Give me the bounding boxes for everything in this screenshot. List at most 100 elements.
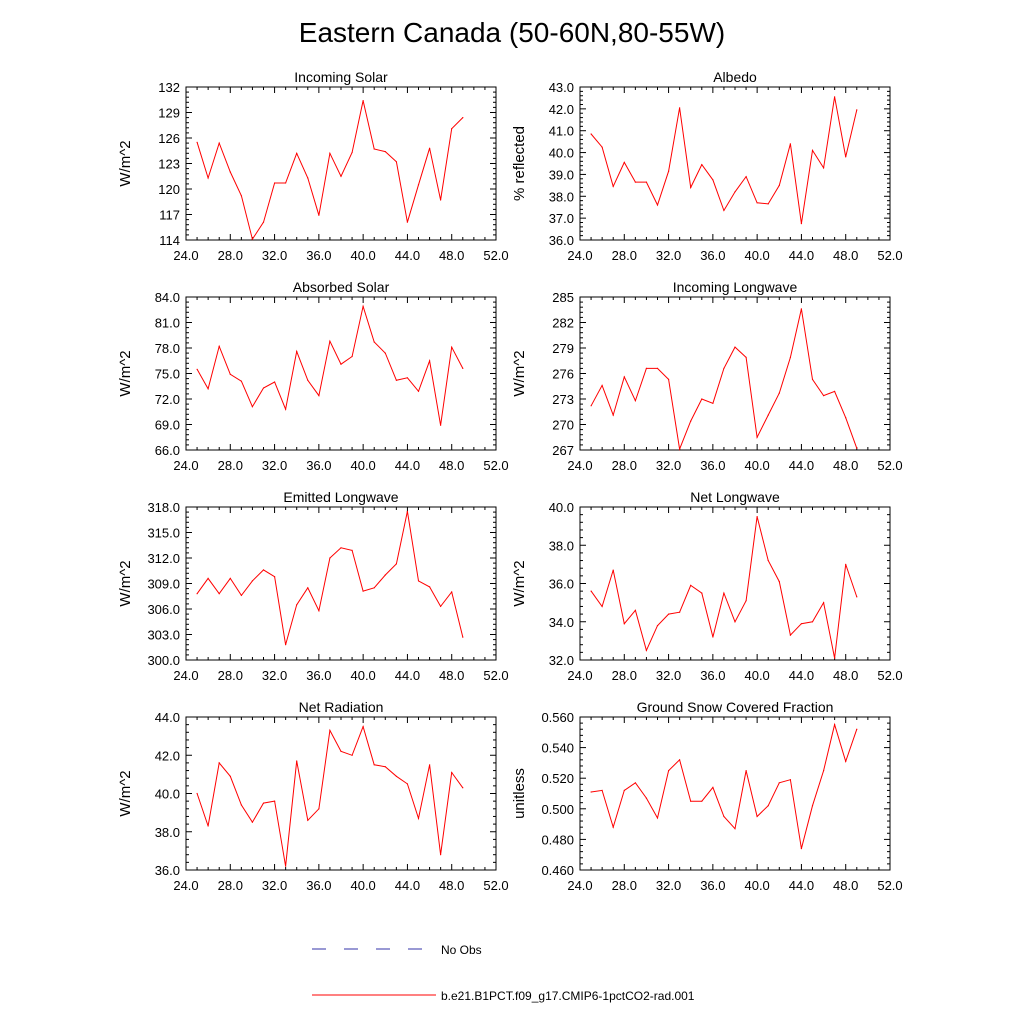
data-point	[406, 783, 408, 785]
legend: No Obs b.e21.B1PCT.f09_g17.CMIP6-1pctCO2…	[312, 943, 695, 1003]
data-point	[623, 789, 625, 792]
data-point	[384, 151, 386, 153]
data-point	[440, 424, 442, 426]
data-point	[218, 762, 220, 764]
data-point	[262, 802, 265, 804]
data-point	[240, 380, 242, 382]
plot-frame	[579, 86, 891, 241]
data-point	[229, 171, 231, 173]
data-point	[668, 378, 670, 380]
y-tick-label: 0.460	[541, 863, 574, 878]
panel-net-radiation: Net Radiation W/m^2 24.0 28.0 32.0 36.0 40.0 44…	[117, 699, 509, 893]
data-point	[690, 584, 692, 587]
data-point	[601, 146, 603, 148]
panel-ground-snow-covered-fraction: Ground Snow Covered Fraction unitless 24.0…	[511, 699, 903, 893]
y-axis-label: % reflected	[511, 126, 528, 201]
y-tick-label: 36.0	[549, 233, 574, 248]
x-tick-label: 40.0	[350, 668, 375, 683]
data-point	[845, 156, 847, 158]
data-point	[207, 577, 209, 580]
data-point	[800, 623, 803, 625]
data-point	[207, 177, 209, 179]
data-point	[207, 825, 209, 827]
data-point	[440, 854, 442, 856]
data-point	[462, 787, 464, 789]
data-point	[384, 574, 386, 576]
y-axis-label: W/m^2	[117, 770, 134, 816]
data-point	[623, 376, 625, 378]
panel-albedo: Albedo % reflected 24.0 28.0 32.0 36.0 40.0 44.…	[511, 69, 903, 263]
data-point	[767, 559, 769, 562]
panel-title: Incoming Solar	[294, 69, 388, 85]
data-point	[373, 587, 375, 589]
data-point	[623, 161, 625, 163]
data-point	[834, 724, 836, 726]
x-tick-label: 36.0	[700, 458, 725, 473]
data-point	[656, 367, 659, 369]
plot-frame	[579, 716, 891, 871]
data-point	[362, 726, 364, 728]
x-tick-label: 28.0	[218, 458, 243, 473]
data-point	[712, 636, 714, 638]
data-point	[845, 760, 847, 763]
data-point	[251, 821, 253, 823]
data-point	[811, 149, 814, 151]
y-tick-label: 44.0	[155, 710, 180, 725]
x-tick-label: 48.0	[439, 878, 464, 893]
data-point	[406, 221, 408, 223]
y-tick-label: 117	[159, 208, 180, 223]
x-tick-label: 48.0	[439, 458, 464, 473]
data-point	[262, 569, 265, 571]
data-point	[251, 406, 253, 408]
data-point	[612, 826, 614, 828]
data-point	[789, 143, 792, 145]
data-point	[645, 649, 648, 652]
x-tick-label: 32.0	[656, 248, 681, 263]
y-tick-label: 0.480	[541, 832, 574, 847]
data-point	[417, 184, 420, 186]
data-point	[679, 107, 681, 109]
data-point	[623, 623, 625, 625]
y-tick-label: 270	[552, 418, 574, 433]
data-point	[823, 602, 825, 604]
data-point	[285, 865, 287, 867]
y-tick-label: 41.0	[549, 124, 574, 139]
data-point	[834, 390, 836, 392]
series-line	[196, 304, 464, 426]
x-tick-label: 28.0	[218, 668, 243, 683]
data-point	[778, 184, 780, 186]
x-tick-label: 44.0	[395, 248, 420, 263]
data-point	[240, 804, 242, 806]
y-axis-label: W/m^2	[511, 350, 528, 396]
y-tick-label: 0.540	[541, 741, 574, 756]
data-point	[690, 420, 692, 422]
x-tick-label: 40.0	[744, 878, 769, 893]
data-point	[196, 368, 198, 370]
y-tick-label: 37.0	[549, 211, 574, 226]
plot-frame	[185, 296, 497, 451]
x-tick-label: 52.0	[483, 248, 508, 263]
x-tick-label: 32.0	[262, 458, 287, 473]
data-point	[823, 167, 825, 169]
data-point	[229, 577, 231, 580]
x-tick-label: 36.0	[700, 668, 725, 683]
y-tick-label: 69.0	[155, 418, 180, 433]
x-tick-label: 48.0	[833, 458, 858, 473]
data-point	[229, 775, 231, 777]
y-tick-label: 40.0	[549, 146, 574, 161]
data-point	[856, 109, 858, 111]
data-point	[373, 341, 375, 343]
data-point	[590, 590, 592, 592]
x-tick-label: 52.0	[483, 668, 508, 683]
y-tick-label: 306.0	[147, 602, 180, 617]
data-point	[800, 848, 803, 850]
data-point	[756, 815, 758, 818]
data-point	[745, 600, 747, 602]
data-point	[429, 360, 431, 362]
y-tick-label: 300.0	[147, 653, 180, 668]
y-tick-label: 34.0	[549, 615, 574, 630]
data-point	[679, 448, 681, 450]
data-point	[417, 817, 420, 820]
data-point	[800, 308, 803, 310]
y-tick-label: 123	[158, 157, 180, 172]
